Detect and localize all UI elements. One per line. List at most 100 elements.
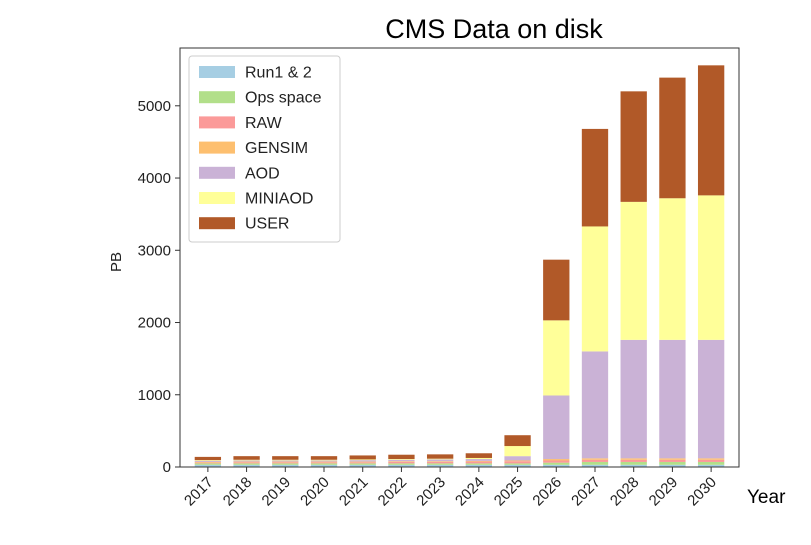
bar-2027-series-4 [581,351,609,459]
bar-2024-series-1 [465,463,493,465]
bar-2028-series-2 [620,459,647,462]
y-axis-ticks: 0 1000 2000 3000 4000 5000 [138,98,180,476]
bar-2025-series-5 [504,446,531,457]
bar-2019-series-3 [272,461,299,463]
bar-2022-series-4 [388,459,415,462]
bar-2020-series-1 [310,463,338,465]
y-tick-label: 0 [163,459,171,476]
bar-2028-series-5 [620,201,647,340]
bar-2022-series-6 [388,454,415,460]
x-tick-label: 2029 [646,474,682,510]
x-tick-label: 2025 [491,474,527,510]
legend-label: AOD [245,165,280,182]
bar-2029-series-2 [659,459,686,462]
bar-2027-series-1 [581,461,609,465]
bar-2018-series-0 [233,464,260,467]
bar-2023-series-6 [426,454,454,459]
x-tick-label: 2023 [413,474,449,510]
bar-2027-series-6 [581,128,609,227]
legend-label: MINIAOD [245,191,313,208]
x-tick-label: 2022 [375,474,411,510]
bar-2017-series-6 [194,456,222,461]
bar-2026-series-2 [543,460,570,463]
bar-2021-series-2 [349,462,376,464]
bar-2028-series-4 [620,339,647,459]
bar-2022-series-5 [388,459,415,460]
legend-swatch [199,141,235,154]
bar-2029-series-6 [659,77,686,199]
bar-2030-series-5 [697,195,725,340]
bar-2019-series-6 [272,456,299,460]
bar-2029-series-5 [659,198,686,340]
bar-2026-series-4 [543,395,570,460]
legend-label: USER [245,216,289,233]
bar-2021-series-3 [349,461,376,463]
x-tick-label: 2024 [452,474,488,510]
legend-label: Run1 & 2 [245,65,312,82]
bar-2017-series-4 [194,460,222,462]
y-tick-label: 2000 [138,315,171,332]
bar-2023-series-3 [426,461,454,462]
x-axis-label: Year [747,487,786,508]
bar-2022-series-1 [388,463,415,465]
bar-2026-series-6 [543,259,570,321]
bar-2018-series-6 [233,456,260,460]
bar-2020-series-4 [310,460,338,462]
bar-2021-series-5 [349,459,376,461]
bar-2028-series-0 [620,464,647,467]
bar-2017-series-0 [194,464,222,467]
y-tick-label: 3000 [138,242,171,259]
bar-2025-series-4 [504,456,531,461]
legend-swatch [199,166,235,179]
bar-2030-series-4 [697,339,725,459]
bar-2026-series-5 [543,320,570,396]
bar-2017-series-5 [194,460,222,461]
legend-label: RAW [245,115,283,132]
bar-2021-series-0 [349,464,376,467]
bar-2017-series-2 [194,462,222,464]
bar-2030-series-0 [697,464,725,467]
bar-2030-series-2 [697,459,725,462]
bar-2024-series-0 [465,464,493,467]
x-tick-label: 2020 [297,474,333,510]
bar-2019-series-1 [272,463,299,465]
bar-2028-series-3 [620,458,647,460]
bar-2024-series-2 [465,461,493,464]
bar-2021-series-1 [349,463,376,465]
x-tick-label: 2017 [181,474,217,510]
bar-2019-series-5 [272,459,299,461]
bar-2023-series-5 [426,458,454,460]
bar-2023-series-1 [426,463,454,465]
bar-2030-series-1 [697,461,725,465]
bar-2018-series-5 [233,459,260,461]
bar-2023-series-0 [426,464,454,467]
bar-2028-series-6 [620,91,647,202]
bar-2027-series-3 [581,458,609,460]
bar-2019-series-0 [272,464,299,467]
bar-2029-series-1 [659,461,686,465]
y-tick-label: 5000 [138,98,171,115]
bar-2022-series-0 [388,464,415,467]
plot-frame [179,47,740,468]
bar-2023-series-2 [426,461,454,464]
bar-2019-series-4 [272,460,299,462]
bar-2018-series-3 [233,461,260,463]
bar-2018-series-1 [233,463,260,465]
legend-swatch [199,192,235,204]
x-tick-label: 2027 [568,474,604,510]
bar-2025-series-3 [504,460,531,462]
bar-2020-series-0 [310,464,338,467]
bar-2025-series-6 [504,435,531,447]
bar-2022-series-2 [388,461,415,464]
y-tick-label: 4000 [138,170,171,187]
bar-2024-series-4 [465,459,493,461]
legend-swatch [199,91,235,104]
x-tick-label: 2021 [336,474,372,510]
bar-2018-series-4 [233,460,260,462]
bar-2024-series-3 [465,460,493,462]
bar-2025-series-0 [504,464,531,467]
bar-2023-series-4 [426,459,454,462]
bar-2020-series-2 [310,462,338,464]
bar-2026-series-3 [543,459,570,461]
legend-label: GENSIM [245,140,308,157]
